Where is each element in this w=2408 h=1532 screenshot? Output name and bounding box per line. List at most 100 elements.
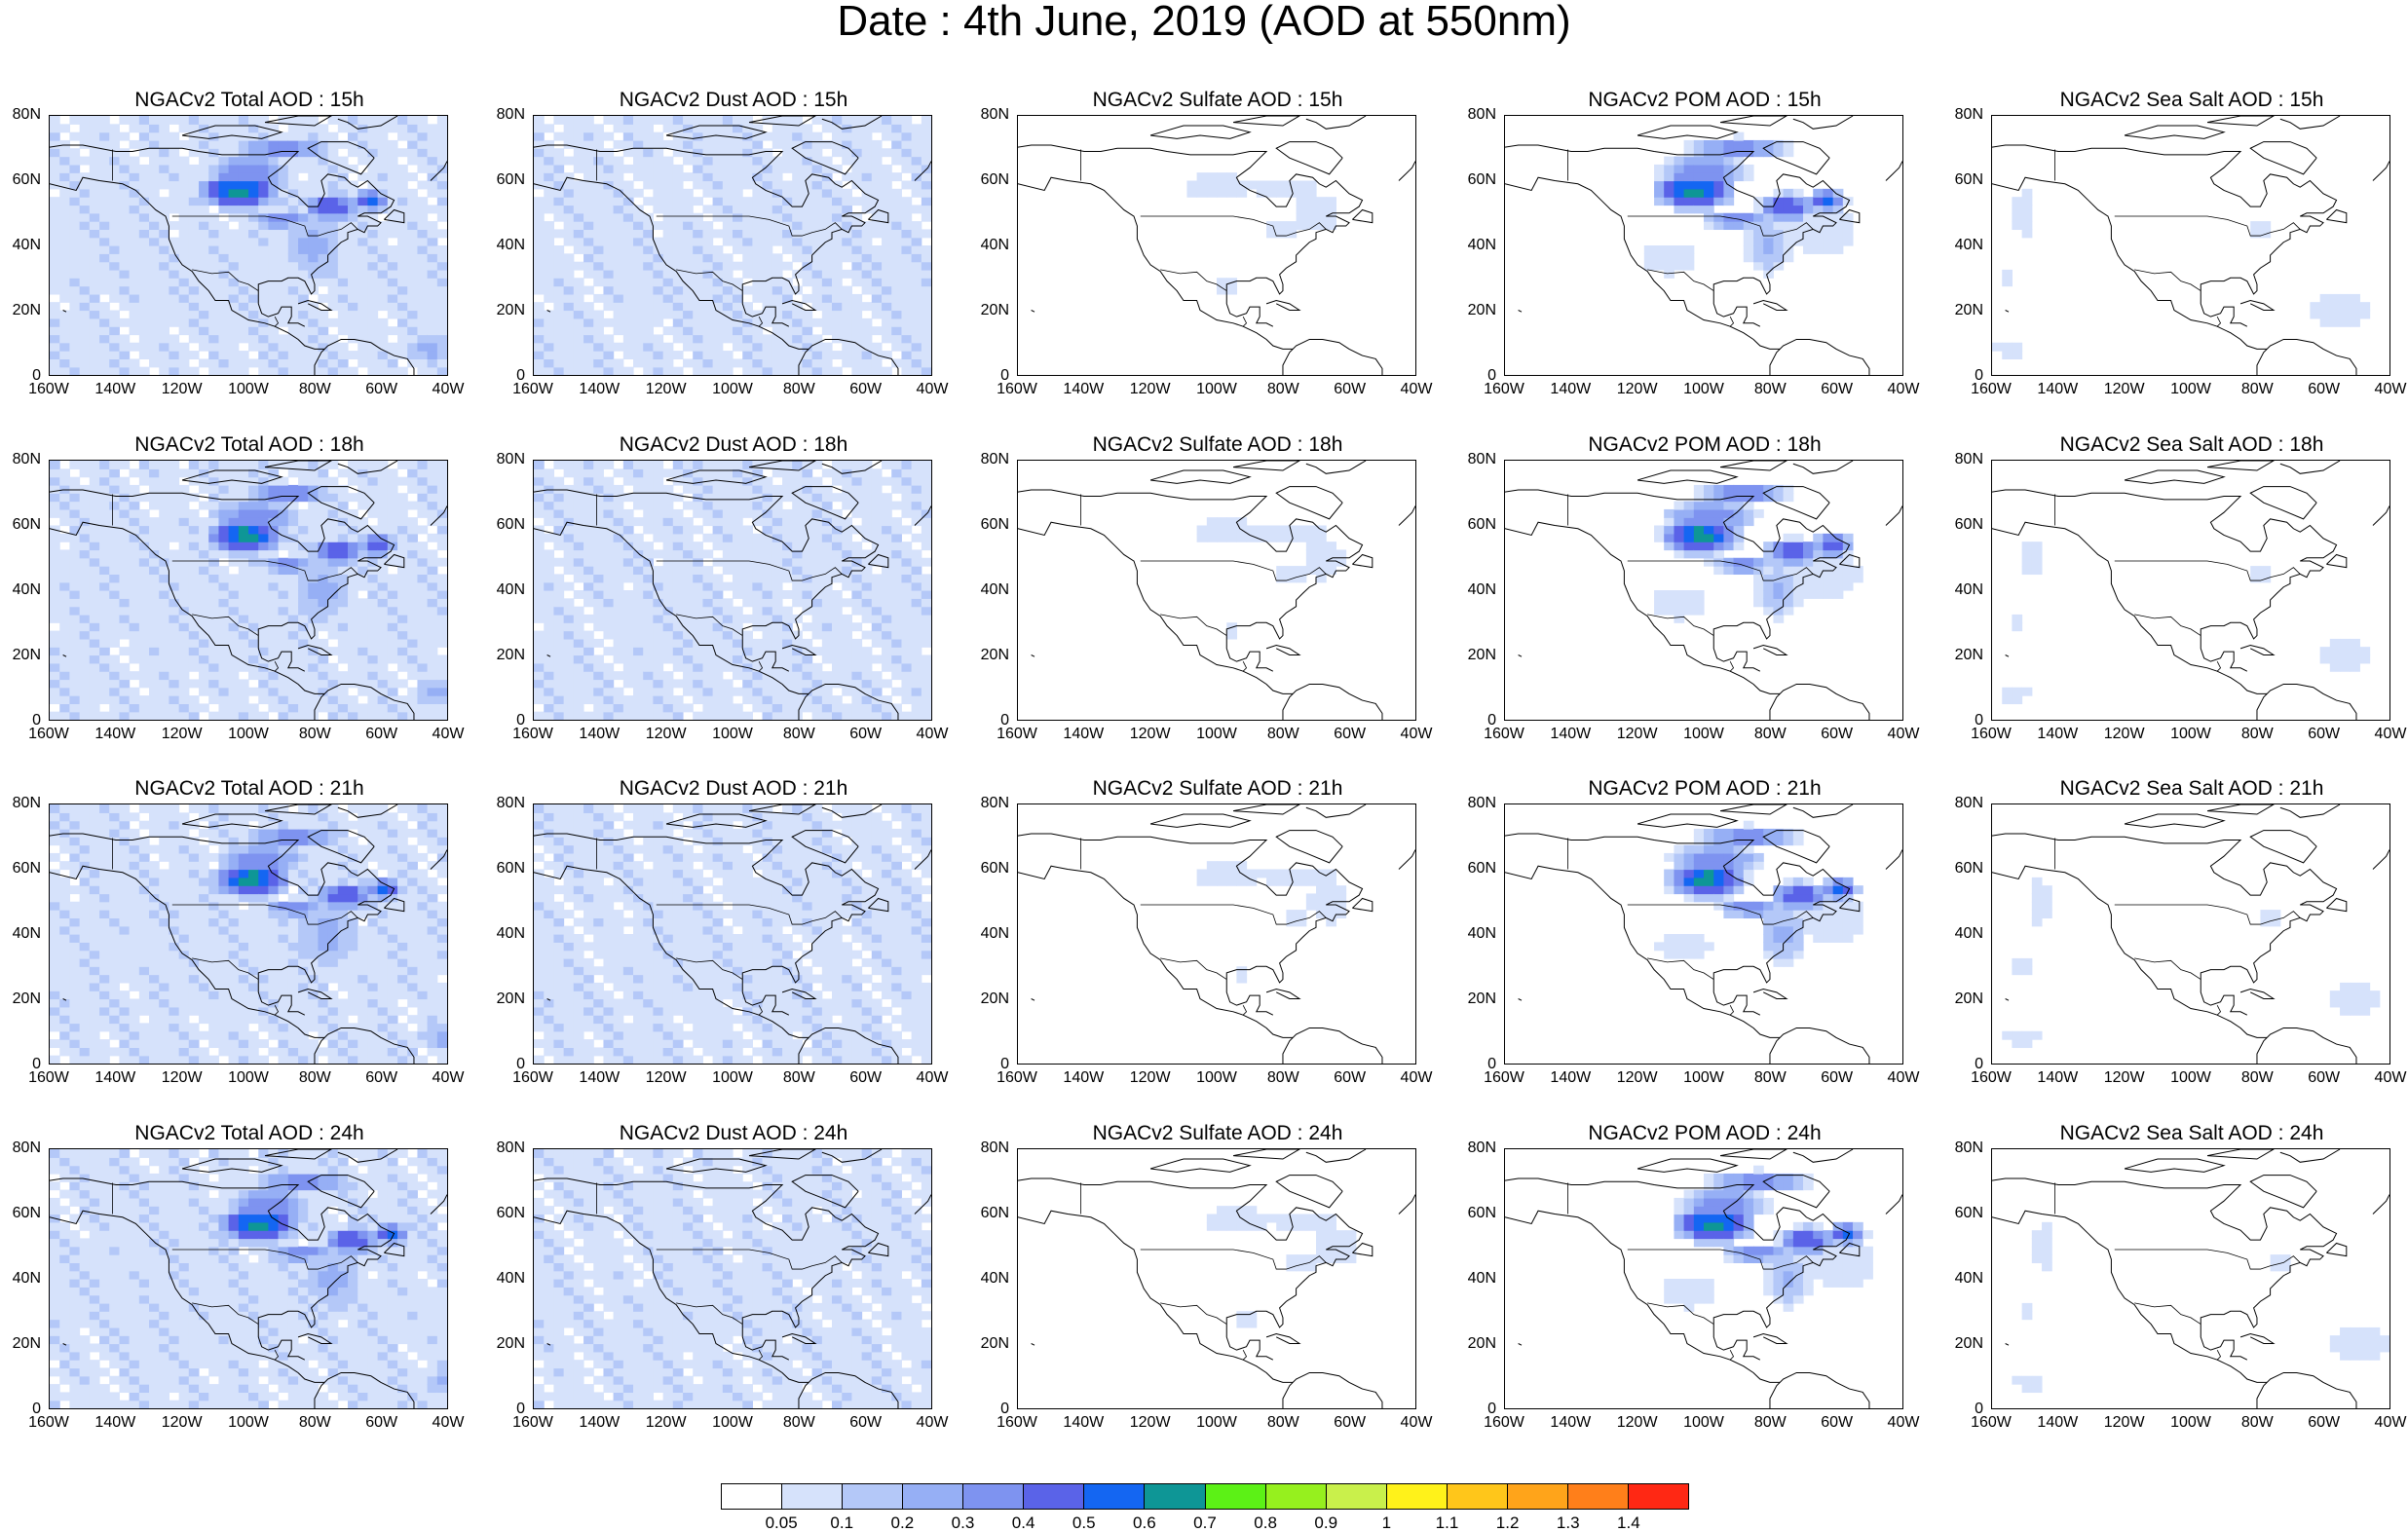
aod-cell (378, 1344, 389, 1353)
aod-cell (169, 205, 179, 213)
aod-cell (69, 942, 80, 951)
aod-cell (397, 598, 408, 607)
aod-cell (149, 975, 160, 984)
aod-cell (388, 679, 398, 688)
aod-cell (367, 829, 378, 838)
aod-cell (298, 558, 309, 567)
aod-cell (268, 958, 279, 967)
aod-cell (288, 655, 299, 664)
aod-cell (534, 343, 545, 352)
aod-cell (357, 942, 368, 951)
aod-cell (99, 990, 110, 999)
aod-cell (388, 534, 398, 542)
aod-cell (119, 1230, 130, 1239)
aod-cell (378, 598, 389, 607)
aod-cell (239, 1206, 249, 1214)
aod-cell (348, 1311, 358, 1320)
aod-cell (99, 343, 110, 352)
aod-cell (428, 205, 438, 213)
aod-cell (248, 262, 259, 271)
aod-map (50, 461, 447, 720)
aod-cell (258, 598, 269, 607)
aod-cell (407, 253, 418, 262)
aod-cell (357, 893, 368, 902)
aod-cell (109, 655, 120, 664)
aod-cell (80, 1015, 91, 1024)
aod-cell (397, 534, 408, 542)
aod-cell (199, 485, 209, 494)
aod-cell (338, 1335, 349, 1344)
aod-cell (348, 1230, 358, 1239)
x-tick-label: 100W (219, 1070, 278, 1086)
aod-cell (218, 1320, 229, 1328)
aod-cell (109, 607, 120, 616)
aod-cell (229, 358, 240, 367)
aod-cell (388, 837, 398, 845)
aod-cell (318, 1166, 328, 1175)
aod-cell (159, 238, 169, 246)
aod-cell (328, 870, 339, 878)
aod-cell (239, 1230, 249, 1239)
aod-cell (139, 1352, 150, 1361)
aod-cell (318, 318, 328, 327)
aod-cell (80, 966, 91, 975)
aod-cell (338, 1279, 349, 1288)
aod-cell (59, 1031, 70, 1040)
aod-cell (90, 870, 100, 878)
aod-cell (149, 302, 160, 311)
aod-cell (367, 318, 378, 327)
aod-cell (318, 148, 328, 157)
aod-cell (348, 983, 358, 991)
aod-cell (248, 181, 259, 190)
aod-cell (229, 878, 240, 886)
aod-cell (99, 334, 110, 343)
aod-cell (437, 631, 447, 640)
aod-cell (308, 172, 319, 181)
aod-cell (199, 1287, 209, 1295)
aod-cell (378, 1157, 389, 1166)
aod-cell (268, 934, 279, 943)
aod-cell (139, 367, 150, 375)
aod-cell (388, 485, 398, 494)
aod-cell (279, 1230, 289, 1239)
aod-cell (119, 902, 130, 911)
aod-cell (59, 566, 70, 575)
aod-cell (428, 631, 438, 640)
aod-cell (149, 1047, 160, 1056)
aod-cell (159, 148, 169, 157)
aod-cell (69, 502, 80, 510)
aod-cell (268, 639, 279, 648)
aod-cell (229, 926, 240, 935)
aod-cell (248, 1238, 259, 1247)
aod-cell (348, 958, 358, 967)
aod-cell (179, 165, 190, 173)
aod-cell (69, 958, 80, 967)
aod-cell (258, 1384, 269, 1393)
aod-cell (179, 958, 190, 967)
aod-cell (159, 1335, 169, 1344)
aod-cell (288, 845, 299, 854)
aod-cell (417, 181, 428, 190)
aod-cell (169, 1047, 179, 1056)
aod-cell (318, 549, 328, 558)
aod-cell (318, 245, 328, 254)
aod-cell (357, 358, 368, 367)
aod-cell (388, 845, 398, 854)
aod-cell (159, 1031, 169, 1040)
aod-cell (397, 1401, 408, 1408)
aod-cell (338, 812, 349, 821)
aod-cell (159, 821, 169, 830)
aod-cell (218, 663, 229, 672)
aod-cell (139, 1360, 150, 1368)
aod-cell (417, 615, 428, 623)
aod-cell (328, 351, 339, 359)
aod-cell (90, 1149, 100, 1158)
aod-cell (119, 1360, 130, 1368)
aod-cell (50, 1392, 60, 1401)
aod-cell (169, 1166, 179, 1175)
aod-cell (50, 509, 60, 518)
aod-cell (279, 1023, 289, 1031)
aod-cell (189, 712, 200, 720)
aod-cell (279, 343, 289, 352)
aod-cell (109, 238, 120, 246)
